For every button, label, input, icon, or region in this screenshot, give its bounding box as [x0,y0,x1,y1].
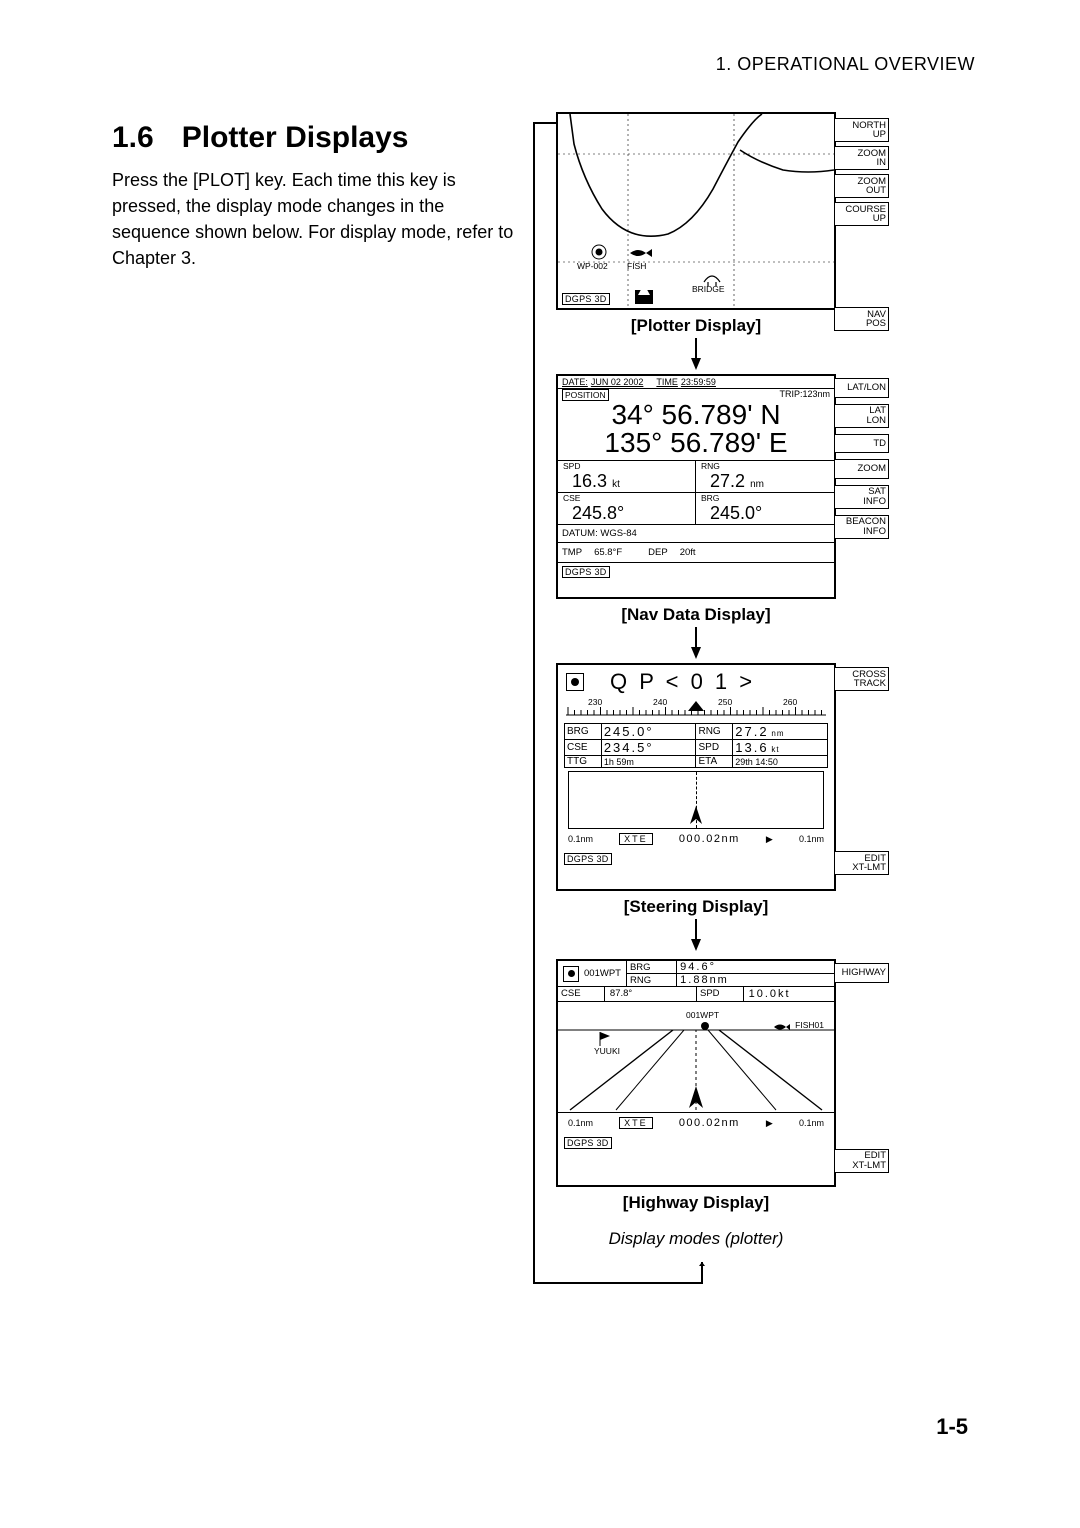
xte-limit-right: 0.1nm [799,1118,824,1128]
bridge-label: BRIDGE [692,284,725,294]
xte-label: XTE [619,833,653,845]
section-title: Plotter Displays [182,121,409,155]
tmp-label: TMP [562,547,582,558]
trip-value: TRIP:123nm [779,389,830,399]
softkey: NAVPOS [834,307,889,331]
xte-limit-right: 0.1nm [799,834,824,844]
spd-label: SPD [562,461,691,471]
steering-screen: CROSSTRACK EDITXT-LMT Q P < 0 1 > 230 24… [556,663,836,891]
spd-value: 16.3 [572,471,607,491]
softkey: EDITXT-LMT [834,1149,889,1173]
xte-lane [568,771,824,829]
tick-260: 260 [783,697,797,707]
dep-label: DEP [648,547,668,558]
softkey: ZOOM [834,459,889,479]
rng-unit: nm [750,479,764,490]
datum-value: DATUM: WGS-84 [558,525,834,543]
softkey: ZOOMOUT [834,174,889,198]
steer-data-table: BRG 245.0° RNG 27.2 nm CSE 234.5° SPD 13… [564,723,828,768]
date-label: DATE: [562,377,588,387]
body-paragraph: Press the [PLOT] key. Each time this key… [112,167,522,271]
softkey: HIGHWAY [834,963,889,983]
softkey: SATINFO [834,485,889,509]
tmp-value: 65.8°F [594,547,622,558]
target-icon [563,966,579,982]
xte-arrow-icon: ▶ [766,1118,773,1129]
softkey: LAT/LON [834,378,889,398]
cse-value: 245.8° [562,503,691,524]
plotter-screen: NORTHUP ZOOMIN ZOOMOUT COURSEUP NAVPOS [556,112,836,310]
position-label: POSITION [562,389,609,401]
ownship-icon [688,806,704,828]
yuuki-label: YUUKI [594,1046,620,1056]
brg-value: 245.0° [700,503,830,524]
qp-value: Q P < 0 1 > [610,669,755,695]
hwy-caption: [Highway Display] [556,1193,836,1213]
dgps-badge: DGPS 3D [562,566,610,578]
softkey: COURSEUP [834,202,889,226]
nav-caption: [Nav Data Display] [556,605,836,625]
nav-screen: LAT/LON LATLON TD ZOOM SATINFO BEACONINF… [556,374,836,599]
rng-value: 27.2 [710,471,745,491]
brg-label: BRG [700,493,830,503]
spd-unit: kt [612,479,620,490]
wpt-label: 001WPT [584,968,621,979]
dgps-badge: DGPS 3D [564,1137,612,1149]
section-number: 1.6 [112,121,154,155]
compass-strip: 230 240 250 260 [558,695,834,721]
wp-label: WP-002 [577,261,608,271]
fish-label: FISH01 [795,1020,824,1030]
highway-view: 001WPT FISH01 YUUKI [558,1002,834,1112]
page-number: 1-5 [936,1414,968,1440]
softkey: NORTHUP [834,118,889,142]
xte-arrow-icon: ▶ [766,834,773,845]
plotter-map [558,114,834,308]
lon-value: 135° 56.789' E [562,429,830,457]
tick-240: 240 [653,697,667,707]
rng-label: RNG [700,461,830,471]
xte-value: 000.02nm [679,1117,740,1129]
wpt2-label: 001WPT [686,1010,719,1020]
dgps-badge: DGPS 3D [564,853,612,865]
lat-value: 34° 56.789' N [562,401,830,429]
fish-label: FISH [627,261,646,271]
softkey: TD [834,434,889,454]
xte-limit-left: 0.1nm [568,1118,593,1128]
cse-label: CSE [562,493,691,503]
softkey: CROSSTRACK [834,667,889,691]
chapter-header: 1. OPERATIONAL OVERVIEW [112,54,975,75]
softkey: LATLON [834,404,889,428]
target-icon [566,673,584,691]
xte-limit-left: 0.1nm [568,834,593,844]
softkey: EDITXT-LMT [834,851,889,875]
steer-caption: [Steering Display] [556,897,836,917]
time-label: TIME [656,377,678,387]
tick-250: 250 [718,697,732,707]
date-value: JUN 02 2002 [591,377,644,387]
diagram-column: NORTHUP ZOOMIN ZOOMOUT COURSEUP NAVPOS [556,112,836,1249]
dgps-badge: DGPS 3D [562,293,610,305]
softkey: BEACONINFO [834,515,889,539]
dep-value: 20ft [680,547,696,558]
tick-230: 230 [588,697,602,707]
sequence-rail [533,122,535,1282]
plotter-caption: [Plotter Display] [556,316,836,336]
softkey: ZOOMIN [834,146,889,170]
xte-value: 000.02nm [679,833,740,845]
highway-screen: HIGHWAY EDITXT-LMT 001WPT BRG94.6° RNG1.… [556,959,836,1187]
time-value: 23:59:59 [681,377,716,387]
figure-caption: Display modes (plotter) [556,1229,836,1249]
xte-label: XTE [619,1117,653,1129]
